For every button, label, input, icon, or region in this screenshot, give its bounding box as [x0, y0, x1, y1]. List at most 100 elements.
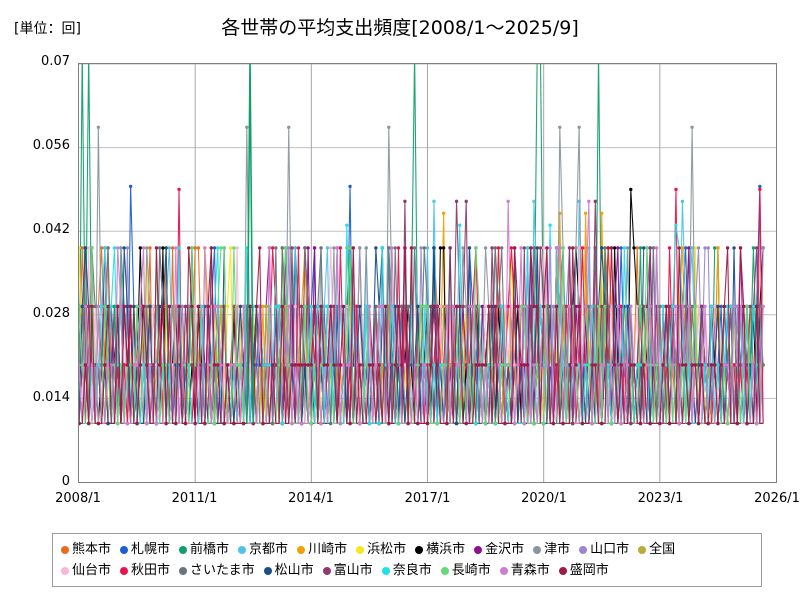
series-point	[696, 363, 701, 367]
series-point	[374, 246, 378, 250]
series-point	[345, 363, 349, 367]
series-point	[196, 246, 201, 250]
series-point	[703, 246, 707, 250]
legend-item-長崎市[interactable]: 長崎市	[440, 564, 491, 577]
series-point	[551, 304, 556, 309]
series-point	[529, 304, 533, 309]
series-point	[616, 304, 620, 309]
series-point	[480, 363, 485, 367]
series-point	[519, 246, 523, 250]
series-point	[364, 246, 368, 250]
series-point	[619, 304, 623, 309]
series-point	[490, 246, 494, 250]
series-point	[119, 363, 123, 367]
series-point	[693, 304, 698, 309]
series-point	[270, 421, 275, 426]
series-point	[135, 363, 139, 367]
series-point	[719, 304, 723, 309]
series-point	[132, 304, 136, 309]
legend-item-熊本市[interactable]: 熊本市	[61, 543, 111, 556]
series-point	[235, 363, 239, 367]
series-point	[99, 304, 104, 309]
legend-item-label: 青森市	[510, 563, 550, 578]
legend-item-label: 川崎市	[308, 542, 348, 557]
series-point	[474, 421, 478, 426]
series-point	[690, 246, 694, 250]
series-point	[122, 363, 126, 367]
legend-item-京都市[interactable]: 京都市	[238, 543, 288, 556]
series-point	[532, 304, 536, 309]
series-point	[483, 421, 488, 426]
series-point	[348, 184, 352, 189]
legend-marker-icon	[120, 566, 129, 575]
legend-item-さいたま市[interactable]: さいたま市	[179, 564, 255, 577]
legend-item-仙台市[interactable]: 仙台市	[61, 564, 111, 577]
series-point	[683, 363, 688, 367]
series-point	[96, 421, 101, 426]
series-point	[690, 363, 694, 367]
series-point	[687, 304, 691, 309]
series-point	[177, 304, 181, 309]
series-point	[203, 363, 207, 367]
series-point	[519, 363, 523, 367]
series-point	[390, 246, 394, 250]
legend-item-金沢市[interactable]: 金沢市	[474, 543, 524, 556]
series-point	[164, 246, 168, 250]
series-point	[203, 246, 207, 250]
legend-item-label: 松山市	[274, 563, 314, 578]
series-point	[406, 304, 410, 309]
legend-item-富山市[interactable]: 富山市	[322, 564, 373, 577]
legend-item-秋田市[interactable]: 秋田市	[120, 564, 170, 577]
series-point	[703, 304, 707, 309]
series-point	[393, 363, 397, 367]
series-point	[458, 223, 462, 227]
series-point	[600, 246, 604, 250]
series-point	[79, 363, 81, 367]
legend-item-浜松市[interactable]: 浜松市	[356, 543, 406, 556]
series-point	[677, 363, 681, 367]
series-point	[322, 304, 326, 309]
legend-item-盛岡市[interactable]: 盛岡市	[558, 564, 609, 577]
series-point	[174, 246, 178, 250]
legend-item-label: 奈良市	[392, 563, 432, 578]
series-point	[622, 363, 627, 367]
series-point	[354, 304, 359, 309]
series-point	[461, 363, 465, 367]
legend-item-山口市[interactable]: 山口市	[579, 543, 629, 556]
series-point	[461, 246, 465, 250]
series-point	[754, 246, 759, 250]
legend-marker-icon	[179, 566, 188, 575]
series-point	[387, 421, 391, 426]
series-point	[600, 304, 604, 309]
series-point	[296, 246, 301, 250]
series-point	[103, 363, 107, 367]
series-point	[635, 246, 639, 250]
series-point	[642, 304, 646, 309]
series-point	[632, 246, 636, 250]
legend-item-松山市[interactable]: 松山市	[263, 563, 314, 578]
series-point	[751, 304, 756, 309]
legend-item-津市[interactable]: 津市	[533, 543, 570, 556]
legend-item-川崎市[interactable]: 川崎市	[297, 543, 347, 556]
legend-item-札幌市[interactable]: 札幌市	[120, 543, 170, 556]
series-point	[232, 246, 236, 250]
legend-item-全国[interactable]: 全国	[638, 543, 675, 556]
series-point	[80, 246, 84, 250]
series-point	[209, 363, 213, 367]
series-point	[309, 304, 314, 309]
series-point	[277, 363, 281, 367]
legend-item-前橋市[interactable]: 前橋市	[179, 543, 229, 556]
series-point	[329, 363, 333, 367]
series-point	[538, 363, 543, 367]
legend-item-横浜市[interactable]: 横浜市	[415, 543, 465, 556]
legend-item-奈良市[interactable]: 奈良市	[381, 563, 432, 578]
series-point	[380, 304, 385, 309]
series-point	[296, 363, 301, 367]
series-point	[725, 363, 730, 367]
legend-item-青森市[interactable]: 青森市	[499, 563, 550, 578]
series-point	[625, 246, 630, 250]
y-axis-tick: 0.07	[41, 54, 70, 69]
series-point	[319, 363, 323, 367]
series-point	[506, 304, 510, 309]
series-point	[754, 421, 759, 426]
